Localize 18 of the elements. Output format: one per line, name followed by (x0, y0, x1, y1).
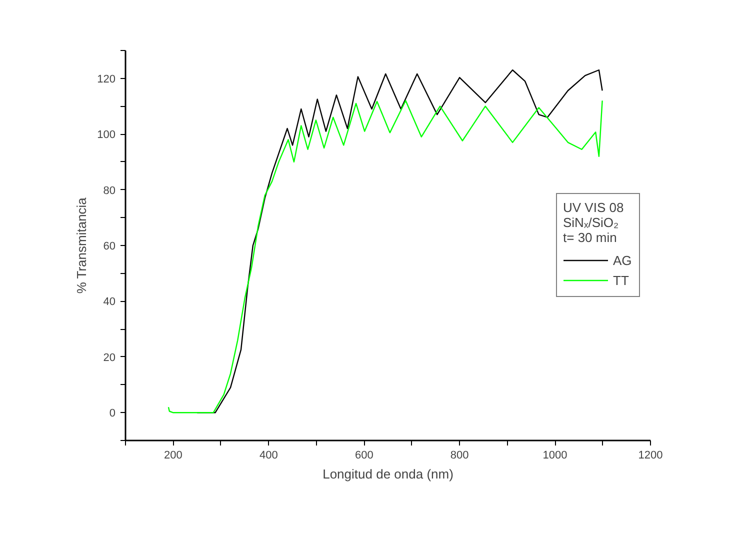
legend-title: UV VIS 08 SiNₓ/SiO₂ t= 30 min (563, 200, 625, 245)
legend-label: AG (613, 252, 633, 268)
x-tick-label: 400 (260, 450, 278, 462)
y-tick-label: 0 (109, 408, 116, 420)
x-tick-label: 1000 (542, 450, 568, 462)
legend-label: TT (613, 272, 630, 288)
y-tick-label: 120 (97, 73, 116, 86)
x-tick-label: 600 (354, 450, 374, 462)
y-tick-label: 40 (103, 296, 116, 308)
y-axis-title: % Transmitancia (74, 196, 90, 294)
y-tick-label: 100 (97, 129, 116, 142)
y-tick-label: 60 (103, 240, 116, 252)
x-tick-label: 200 (164, 450, 182, 462)
x-tick-label: 800 (450, 450, 469, 462)
y-tick-label: 80 (103, 184, 116, 197)
x-tick-label: 1200 (638, 450, 663, 462)
x-axis-title: Longitud de onda (nm) (322, 466, 454, 482)
y-tick-label: 20 (103, 352, 116, 364)
